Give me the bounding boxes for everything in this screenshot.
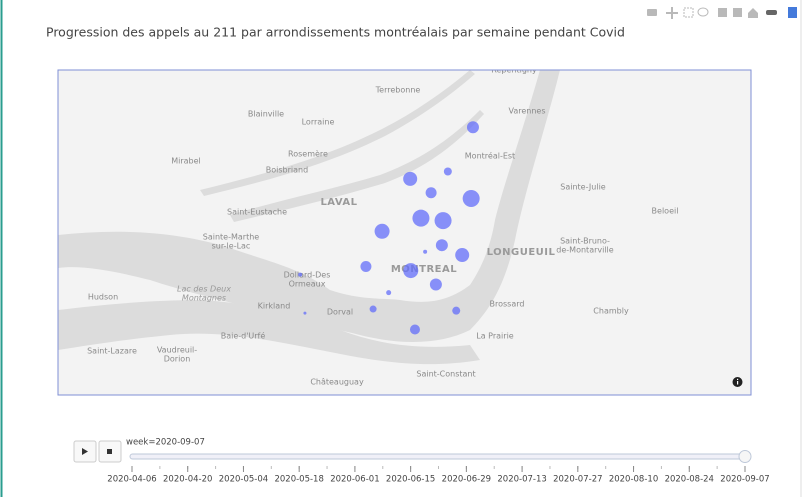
- place-label: Saint-Eustache: [227, 208, 287, 217]
- slider-tick-label[interactable]: 2020-08-10: [609, 475, 658, 485]
- zoom-in-button[interactable]: [718, 8, 727, 17]
- bubble: [403, 171, 418, 186]
- place-label: Dollard-Des: [284, 271, 331, 280]
- place-label: Terrebonne: [375, 86, 421, 95]
- place-label: Hudson: [88, 293, 118, 302]
- bubble: [466, 121, 479, 134]
- slider-tick-label[interactable]: 2020-04-20: [163, 475, 212, 485]
- riviere-des-prairies: [230, 110, 484, 222]
- map: Repentigny Terrebonne Varennes Blainville Lo…: [58, 66, 751, 395]
- place-label: Vaudreuil-: [157, 346, 197, 355]
- bubble: [434, 212, 452, 230]
- bubble: [425, 187, 437, 199]
- riviere-des-mille-iles: [200, 70, 475, 196]
- bubble: [423, 249, 428, 254]
- place-label: Brossard: [490, 300, 525, 309]
- place-label: Montréal-Est: [465, 151, 515, 161]
- map-water: [58, 70, 560, 365]
- slider-tick-label[interactable]: 2020-06-15: [386, 475, 435, 485]
- markers: [298, 121, 480, 335]
- place-label: de-Montarville: [556, 246, 613, 255]
- zoom-out-button[interactable]: [733, 8, 742, 17]
- bubble: [360, 260, 372, 272]
- slider-ticks: 2020-04-06 2020-04-20 2020-05-04 2020-05-18…: [107, 466, 770, 485]
- slider-tick-label[interactable]: 2020-07-27: [553, 475, 602, 485]
- place-label: Mirabel: [171, 157, 201, 166]
- place-label: Dorion: [164, 355, 191, 364]
- bubble: [443, 167, 452, 176]
- place-label: Dorval: [327, 308, 353, 317]
- bubble: [374, 223, 390, 239]
- slider-tick-label[interactable]: 2020-05-04: [219, 475, 268, 485]
- place-label: Lorraine: [302, 118, 335, 127]
- place-label: Montagnes: [182, 294, 226, 303]
- camera-button[interactable]: [647, 9, 657, 16]
- bubble: [462, 190, 480, 208]
- place-label: Rosemère: [288, 149, 328, 159]
- place-label: Sainte-Marthe: [203, 233, 260, 242]
- place-label: Chambly: [593, 307, 629, 316]
- place-label: sur-le-Lac: [212, 242, 251, 251]
- modebar: [647, 7, 797, 19]
- place-label: MONTREAL: [391, 264, 457, 275]
- place-label: Boisbriand: [266, 166, 308, 175]
- place-label: Sainte-Julie: [560, 183, 606, 192]
- select-button[interactable]: [683, 7, 694, 18]
- bubble: [455, 248, 470, 263]
- reset-button[interactable]: [748, 8, 758, 18]
- place-label: Saint-Constant: [416, 370, 475, 379]
- lac-saint-louis: [58, 300, 480, 365]
- bubble: [429, 278, 442, 291]
- place-label: Saint-Bruno-: [560, 237, 610, 246]
- place-label: Baie-d'Urfé: [221, 331, 266, 341]
- place-label: Beloeil: [652, 207, 679, 216]
- place-label: Lac des Deux: [177, 285, 231, 294]
- place-label: Saint-Lazare: [87, 347, 137, 356]
- bubble: [298, 272, 303, 277]
- chart-title: Progression des appels au 211 par arrond…: [46, 25, 625, 40]
- bubble: [412, 209, 430, 227]
- slider-current-label: week=2020-09-07: [126, 438, 205, 448]
- st-lawrence-river: [58, 70, 560, 342]
- bubble: [435, 239, 448, 252]
- place-label: Blainville: [248, 110, 284, 119]
- bubble: [403, 263, 419, 279]
- place-label: Repentigny: [491, 66, 537, 75]
- place-label: LONGUEUIL: [487, 247, 556, 258]
- slider-track[interactable]: [129, 453, 748, 460]
- pan-button[interactable]: [666, 7, 678, 19]
- bubble: [452, 306, 461, 315]
- bubble: [369, 305, 377, 313]
- lasso-button[interactable]: [697, 7, 709, 17]
- play-button[interactable]: [73, 440, 97, 463]
- slider-tick-label[interactable]: 2020-04-06: [107, 475, 156, 485]
- place-label: Ormeaux: [289, 280, 326, 289]
- bubble: [386, 290, 392, 296]
- bubble: [303, 311, 307, 315]
- slider-tick-label[interactable]: 2020-07-13: [497, 475, 546, 485]
- stop-button[interactable]: [98, 440, 122, 463]
- bubble: [409, 324, 420, 335]
- place-labels: Repentigny Terrebonne Varennes Blainville Lo…: [87, 66, 679, 387]
- place-label: La Prairie: [476, 332, 514, 341]
- slider-tick-label[interactable]: 2020-08-24: [665, 475, 714, 485]
- plotly-logo[interactable]: [788, 7, 797, 18]
- spike-button[interactable]: [766, 10, 777, 15]
- slider-tick-label[interactable]: 2020-09-07: [720, 475, 769, 485]
- place-label: Kirkland: [258, 302, 291, 311]
- map-frame: [57, 69, 752, 396]
- place-label: LAVAL: [320, 197, 357, 208]
- slider-handle[interactable]: [738, 450, 752, 463]
- place-label: Varennes: [508, 107, 545, 116]
- slider-tick-label[interactable]: 2020-06-29: [442, 475, 491, 485]
- slider-tick-label[interactable]: 2020-05-18: [274, 475, 323, 485]
- slider-tick-label[interactable]: 2020-06-01: [330, 475, 379, 485]
- place-label: Châteauguay: [310, 378, 364, 387]
- info-icon[interactable]: [732, 377, 743, 387]
